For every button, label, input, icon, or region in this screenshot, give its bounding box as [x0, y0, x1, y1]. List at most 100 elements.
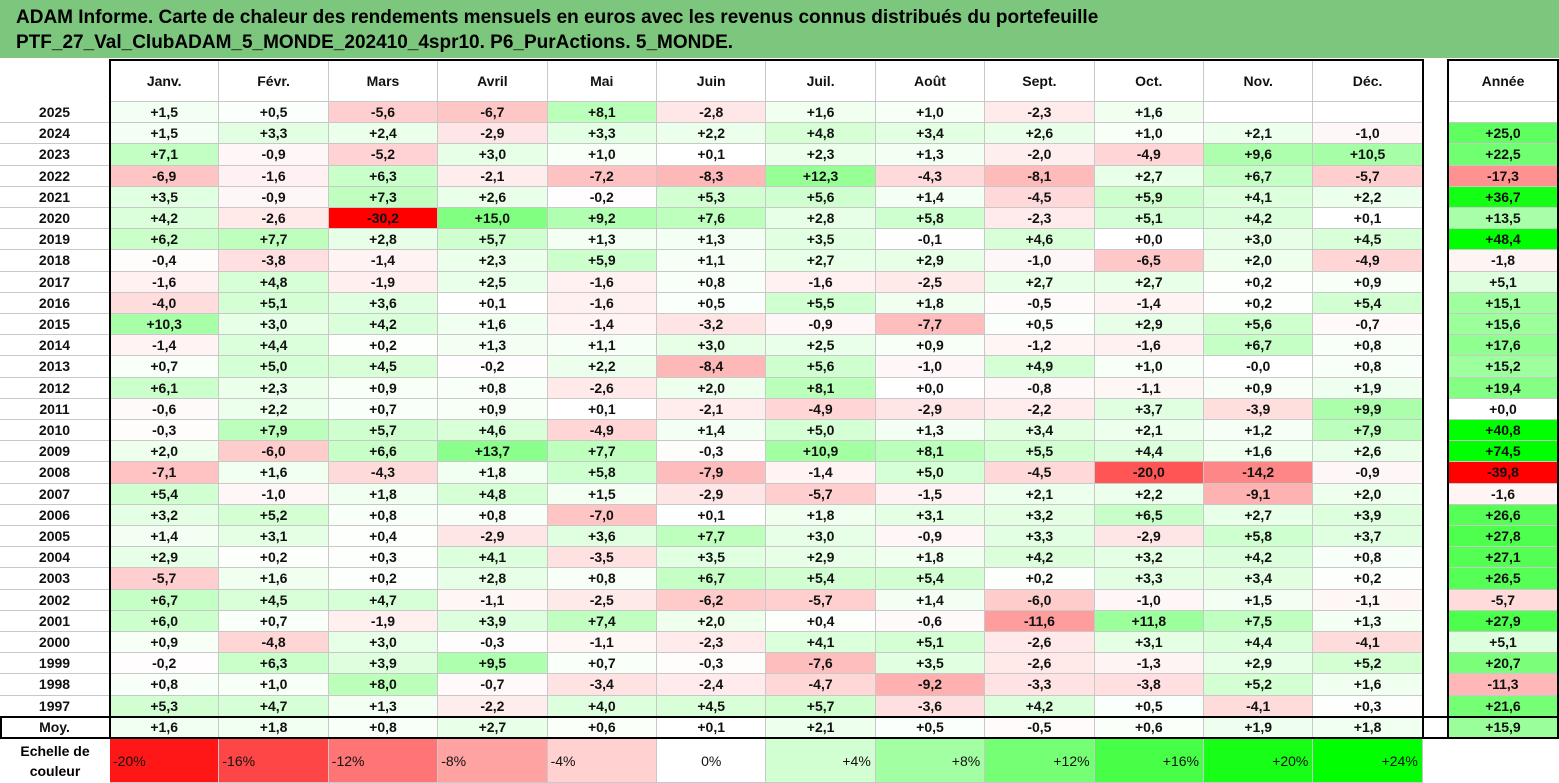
heatmap-cell: +2,1: [1094, 420, 1204, 442]
heatmap-cell: +3,2: [110, 504, 220, 526]
heatmap-cell: -0,8: [985, 377, 1095, 399]
row-label: 2020: [0, 208, 110, 230]
heatmap-cell: -2,9: [657, 483, 767, 505]
heatmap-cell: -2,0: [985, 144, 1095, 166]
heatmap-cell: +4,8: [219, 271, 329, 293]
heatmap-cell: +2,2: [219, 398, 329, 420]
heatmap-cell: +2,7: [766, 250, 876, 272]
heatmap-cell: -0,3: [110, 420, 220, 442]
heatmap-cell: +0,5: [1094, 695, 1204, 717]
heatmap-cell: -0,5: [985, 716, 1095, 738]
heatmap-cell: +0,6: [547, 716, 657, 738]
heatmap-cell: +0,8: [1313, 547, 1423, 569]
heatmap-cell: +0,2: [1204, 292, 1314, 314]
heatmap-cell: +5,7: [766, 695, 876, 717]
color-scale-step: +16%: [1094, 739, 1204, 783]
heatmap-cell: +3,0: [766, 526, 876, 548]
column-header: Déc.: [1313, 60, 1423, 102]
year-total-cell: +48,4: [1448, 229, 1559, 251]
heatmap-cell: +1,6: [766, 102, 876, 124]
heatmap-cell: +5,4: [1313, 292, 1423, 314]
heatmap-cell: +2,9: [1204, 653, 1314, 675]
heatmap-cell: -4,3: [328, 462, 439, 484]
heatmap-cell: +1,0: [1094, 356, 1204, 378]
heatmap-cell: +4,8: [766, 123, 876, 145]
year-total-cell: +74,5: [1448, 441, 1559, 463]
heatmap-cell: +2,0: [1313, 483, 1423, 505]
heatmap-cell: +5,1: [219, 292, 329, 314]
color-scale-step: +8%: [875, 739, 986, 783]
year-total-cell: +19,4: [1448, 377, 1559, 399]
heatmap-cell: +3,0: [219, 314, 329, 336]
heatmap-cell: -3,4: [547, 674, 657, 696]
heatmap-cell: +1,2: [1204, 420, 1314, 442]
heatmap-cell: +3,7: [1313, 526, 1423, 548]
year-total-cell: -5,7: [1448, 589, 1559, 611]
heatmap-cell: +5,0: [766, 420, 876, 442]
row-label: 2013: [0, 356, 110, 378]
heatmap-cell: -1,4: [328, 250, 439, 272]
heatmap-cell: +5,1: [875, 632, 986, 654]
heatmap-cell: -6,0: [219, 441, 329, 463]
heatmap-cell: -2,9: [875, 398, 986, 420]
heatmap-cell: -2,6: [985, 653, 1095, 675]
heatmap-cell: +7,7: [219, 229, 329, 251]
heatmap-cell: +1,6: [219, 568, 329, 590]
heatmap-cell: +2,4: [328, 123, 439, 145]
heatmap-cell: +7,4: [547, 610, 657, 632]
heatmap-cell: -5,7: [1313, 165, 1423, 187]
heatmap-cell: +2,6: [438, 186, 548, 208]
heatmap-cell: [1313, 102, 1423, 124]
heatmap-cell: -3,8: [1094, 674, 1204, 696]
color-scale-step: +4%: [766, 739, 876, 783]
heatmap-cell: +1,0: [1094, 123, 1204, 145]
report-title: ADAM Informe. Carte de chaleur des rende…: [0, 0, 1559, 58]
heatmap-cell: +1,5: [110, 102, 220, 124]
heatmap-cell: +4,2: [985, 695, 1095, 717]
heatmap-cell: +4,2: [985, 547, 1095, 569]
heatmap-cell: +0,1: [438, 292, 548, 314]
heatmap-cell: +1,4: [657, 420, 767, 442]
heatmap-cell: +0,2: [1313, 568, 1423, 590]
heatmap-cell: -5,7: [766, 589, 876, 611]
heatmap-cell: -1,4: [110, 335, 220, 357]
heatmap-cell: +5,6: [766, 186, 876, 208]
heatmap-cell: +3,3: [1094, 568, 1204, 590]
heatmap-cell: +0,1: [1313, 208, 1423, 230]
heatmap-cell: -2,3: [985, 208, 1095, 230]
heatmap-cell: +3,3: [219, 123, 329, 145]
heatmap-cell: +3,6: [547, 526, 657, 548]
heatmap-cell: +1,8: [219, 716, 329, 738]
heatmap-cell: +0,9: [110, 632, 220, 654]
row-label: 1999: [0, 653, 110, 675]
heatmap-cell: -0,3: [657, 441, 767, 463]
heatmap-cell: +2,3: [219, 377, 329, 399]
heatmap-cell: +2,9: [110, 547, 220, 569]
heatmap-cell: +3,3: [985, 526, 1095, 548]
heatmap-cell: +6,7: [1204, 165, 1314, 187]
heatmap-cell: +0,1: [547, 398, 657, 420]
heatmap-cell: -2,3: [657, 632, 767, 654]
heatmap-cell: +6,1: [110, 377, 220, 399]
heatmap-cell: +4,6: [985, 229, 1095, 251]
heatmap-cell: -2,9: [1094, 526, 1204, 548]
heatmap-cell: -30,2: [328, 208, 439, 230]
heatmap-cell: +0,8: [1313, 335, 1423, 357]
heatmap-cell: -0,3: [438, 632, 548, 654]
heatmap-cell: -3,8: [219, 250, 329, 272]
heatmap-cell: -1,1: [547, 632, 657, 654]
heatmap-cell: +0,3: [328, 547, 439, 569]
heatmap-cell: +5,2: [219, 504, 329, 526]
heatmap-cell: +6,5: [1094, 504, 1204, 526]
heatmap-cell: +1,8: [1313, 716, 1423, 738]
heatmap-cell: -4,9: [1094, 144, 1204, 166]
row-label: 2006: [0, 504, 110, 526]
heatmap-cell: +2,6: [985, 123, 1095, 145]
heatmap-cell: -0,7: [1313, 314, 1423, 336]
heatmap-cell: +1,9: [1313, 377, 1423, 399]
heatmap-cell: +5,4: [766, 568, 876, 590]
heatmap-cell: -0,6: [875, 610, 986, 632]
heatmap-cell: -4,9: [547, 420, 657, 442]
heatmap-cell: +2,0: [657, 610, 767, 632]
